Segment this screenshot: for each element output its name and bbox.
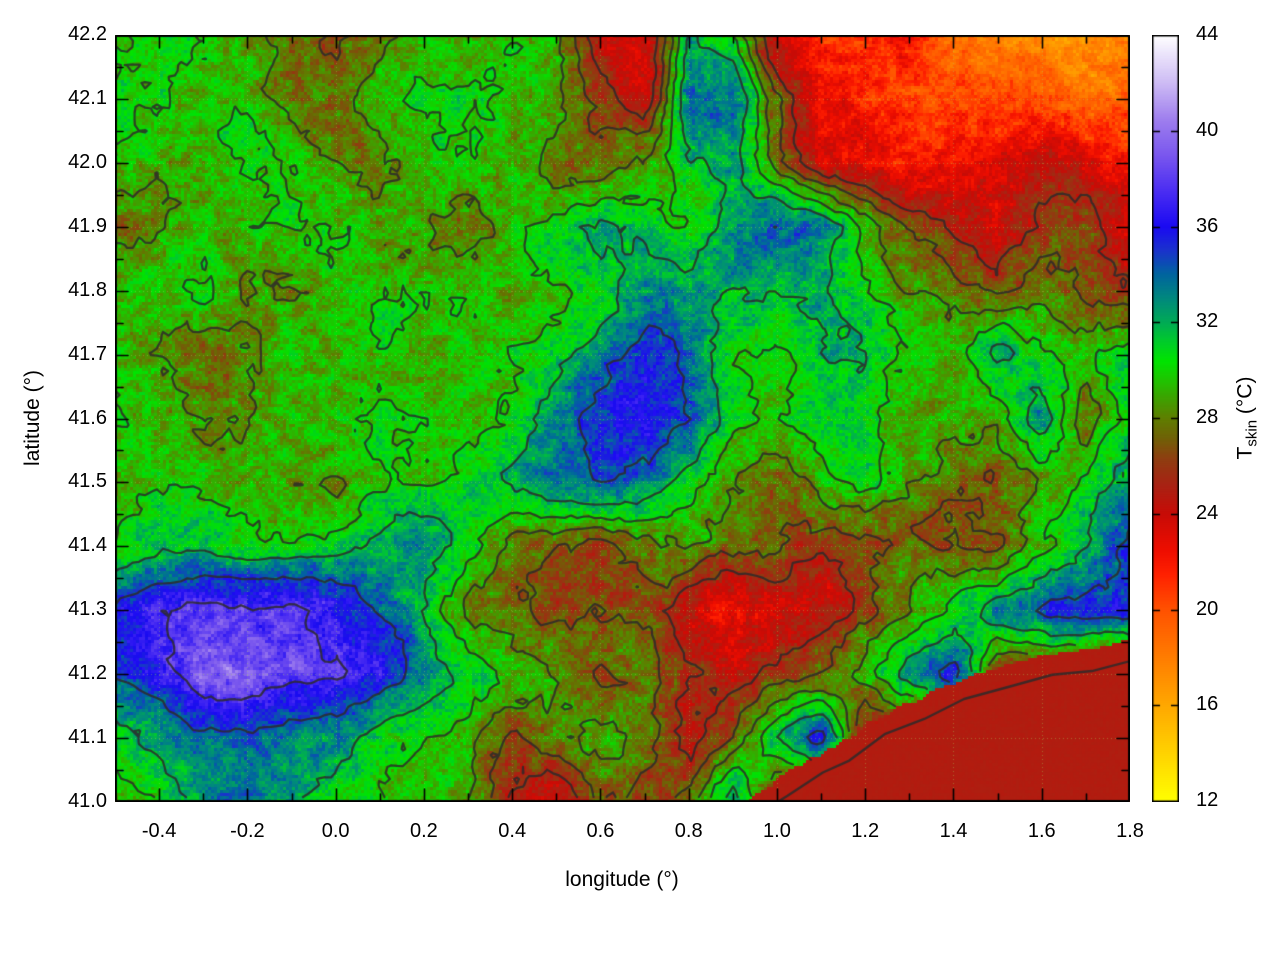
colorbar-tick-label: 44 (1196, 23, 1219, 46)
colorbar-label-subscript: skin (1243, 419, 1261, 447)
y-tick-label: 42.1 (68, 86, 107, 109)
x-tick-label: -0.4 (141, 820, 177, 842)
x-tick-label: 1.4 (939, 820, 968, 842)
x-tick-label: 1.2 (851, 820, 880, 842)
y-tick-label: 41.9 (68, 214, 107, 237)
y-tick-label: 42.0 (68, 150, 107, 173)
colorbar-tick-label: 28 (1196, 406, 1219, 429)
x-axis-label: longitude (°) (565, 868, 679, 891)
colorbar-tick-label: 20 (1196, 597, 1219, 620)
y-tick-label: 41.5 (68, 470, 107, 493)
x-tick-label: 0.0 (321, 820, 350, 842)
colorbar-tick-label: 32 (1196, 310, 1219, 333)
colorbar-label-unit: (°C) (1233, 376, 1257, 420)
y-tick-label: 41.3 (68, 598, 107, 621)
colorbar-tick-label: 12 (1196, 789, 1219, 812)
colorbar-tick-label: 16 (1196, 693, 1219, 716)
y-tick-label: 41.4 (68, 534, 107, 557)
y-tick-label: 42.2 (68, 23, 107, 46)
y-tick-label: 41.2 (68, 662, 107, 685)
colorbar-tick-label: 40 (1196, 118, 1219, 141)
colorbar-tick-label: 36 (1196, 214, 1219, 237)
y-tick-label: 41.1 (68, 726, 107, 749)
colorbar-axis-label: Tskin (°C) (1233, 377, 1260, 460)
y-tick-label: 41.8 (68, 278, 107, 301)
x-tick-label: 0.4 (498, 820, 527, 842)
x-tick-label: 0.6 (586, 820, 615, 842)
x-tick-label: -0.2 (230, 820, 265, 842)
y-tick-label: 41.6 (68, 406, 107, 429)
x-tick-label: 1.8 (1116, 820, 1144, 842)
x-tick-label: 1.0 (763, 820, 791, 842)
y-axis-label: latitude (°) (21, 370, 44, 466)
colorbar-tick-label: 24 (1196, 501, 1219, 524)
x-tick-label: 1.6 (1027, 820, 1056, 842)
x-tick-label: 0.8 (674, 820, 703, 842)
x-tick-label: 0.2 (410, 820, 438, 842)
heatmap-canvas (115, 35, 1130, 802)
y-tick-label: 41.0 (68, 790, 107, 813)
colorbar-label-main: T (1233, 446, 1257, 460)
y-tick-label: 41.7 (68, 342, 107, 365)
colorbar-canvas (1152, 35, 1179, 802)
